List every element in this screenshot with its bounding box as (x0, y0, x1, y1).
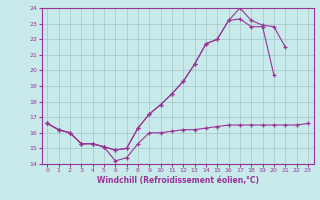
X-axis label: Windchill (Refroidissement éolien,°C): Windchill (Refroidissement éolien,°C) (97, 176, 259, 185)
